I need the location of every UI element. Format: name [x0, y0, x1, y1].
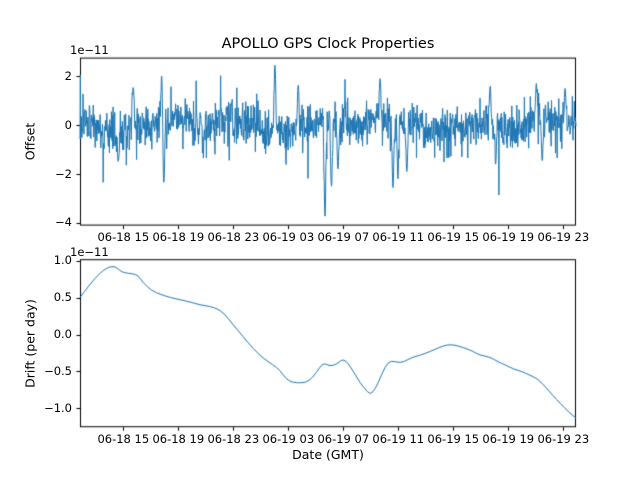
x-tick-label: 06-19 23: [537, 432, 590, 446]
x-tick-label: 06-19 07: [317, 230, 370, 244]
y-tick-label: 0: [64, 117, 72, 132]
y-tick-label: −1.0: [44, 400, 72, 415]
y-tick-label: −2: [55, 166, 72, 181]
y-tick-label: 0.5: [53, 290, 72, 305]
y-tick-label: 0.0: [53, 327, 72, 341]
top-y-scale-label: 1e−11: [70, 43, 109, 57]
x-tick-label: 06-18 23: [207, 432, 260, 446]
x-tick-label: 06-19 19: [482, 432, 535, 446]
y-tick-label: −4: [55, 215, 72, 230]
x-tick-label: 06-19 11: [372, 432, 425, 446]
x-axis-label: Date (GMT): [292, 447, 364, 462]
x-tick-label: 06-19 11: [372, 230, 425, 244]
x-tick-label: 06-19 23: [537, 230, 590, 244]
x-tick-label: 06-18 23: [207, 230, 260, 244]
y-tick-label: 1.0: [53, 253, 72, 268]
x-tick-label: 06-18 15: [97, 432, 150, 446]
x-tick-label: 06-19 07: [317, 432, 370, 446]
x-tick-label: 06-19 15: [427, 432, 480, 446]
x-tick-label: 06-19 03: [262, 230, 315, 244]
x-tick-label: 06-19 03: [262, 432, 315, 446]
x-tick-label: 06-18 19: [152, 432, 205, 446]
bottom-y-scale-label: 1e−11: [70, 245, 109, 259]
chart-title: APOLLO GPS Clock Properties: [221, 36, 435, 52]
y-tick-label: −0.5: [44, 363, 72, 378]
x-tick-label: 06-18 15: [97, 230, 150, 244]
x-tick-label: 06-19 15: [427, 230, 480, 244]
y-tick-label: 2: [64, 68, 72, 83]
x-tick-label: 06-19 19: [482, 230, 535, 244]
x-tick-label: 06-18 19: [152, 230, 205, 244]
